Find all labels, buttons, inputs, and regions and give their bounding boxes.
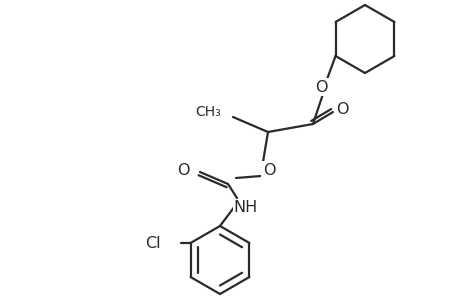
Text: CH₃: CH₃ <box>195 105 220 119</box>
Text: Cl: Cl <box>145 236 160 250</box>
Text: O: O <box>314 80 326 94</box>
Text: O: O <box>177 163 190 178</box>
Text: O: O <box>335 101 347 116</box>
Text: O: O <box>262 163 274 178</box>
Text: NH: NH <box>233 200 257 215</box>
